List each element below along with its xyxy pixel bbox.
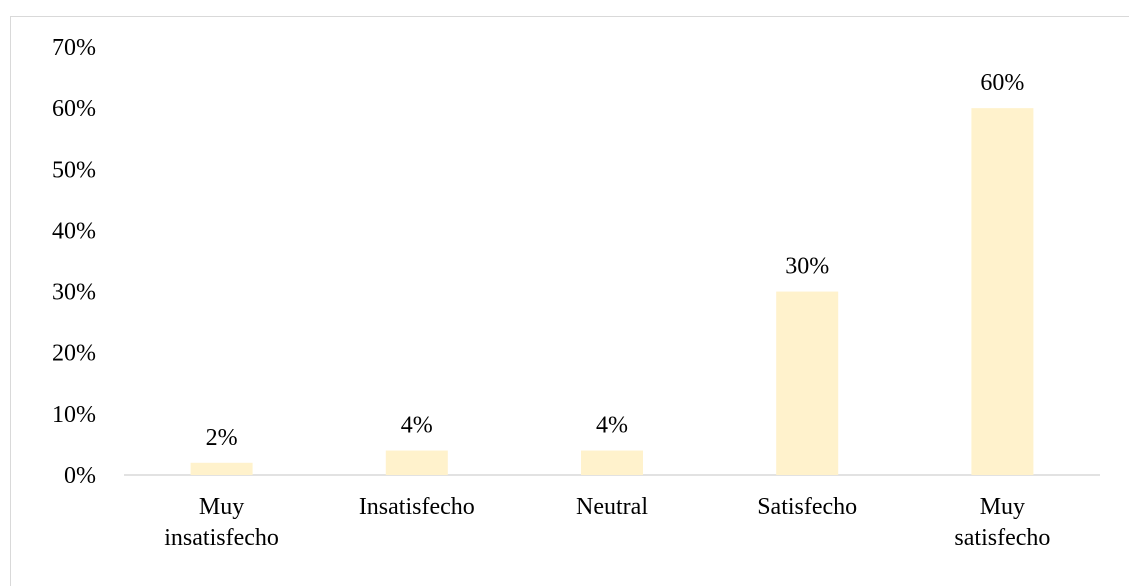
chart-frame — [10, 16, 1129, 586]
y-tick-label: 0% — [64, 463, 96, 489]
bar — [581, 450, 643, 475]
bar — [385, 450, 448, 475]
bars — [190, 108, 1034, 476]
y-tick-label: 70% — [52, 35, 96, 61]
y-axis-ticks: 0% 10% 20% 30% 40% 50% 60% 70% — [52, 35, 96, 489]
y-tick-label: 40% — [52, 218, 96, 244]
bar — [971, 108, 1034, 476]
y-tick-label: 60% — [52, 96, 96, 122]
y-tick-label: 50% — [52, 157, 96, 183]
y-tick-label: 10% — [52, 402, 96, 428]
category-label: Satisfecho — [757, 494, 857, 520]
bar — [190, 462, 253, 475]
category-label: Muy insatisfecho — [164, 494, 279, 551]
y-tick-label: 20% — [52, 341, 96, 367]
bar — [776, 291, 839, 475]
bar-chart: 0% 10% 20% 30% 40% 50% 60% 70% 2% 4% 4% 30% 60% Muy… — [52, 35, 1100, 551]
category-label: Neutral — [576, 494, 648, 520]
data-label: 60% — [980, 70, 1024, 96]
category-label: Insatisfecho — [359, 494, 475, 520]
category-label: Muy satisfecho — [954, 494, 1050, 551]
data-label: 30% — [785, 254, 829, 280]
y-tick-label: 30% — [52, 280, 96, 306]
data-label: 4% — [596, 413, 628, 439]
data-label: 2% — [206, 425, 238, 451]
data-label: 4% — [401, 413, 433, 439]
data-labels: 2% 4% 4% 30% 60% — [206, 70, 1025, 451]
category-labels: Muy insatisfecho Insatisfecho Neutral Satisf… — [164, 494, 1050, 551]
